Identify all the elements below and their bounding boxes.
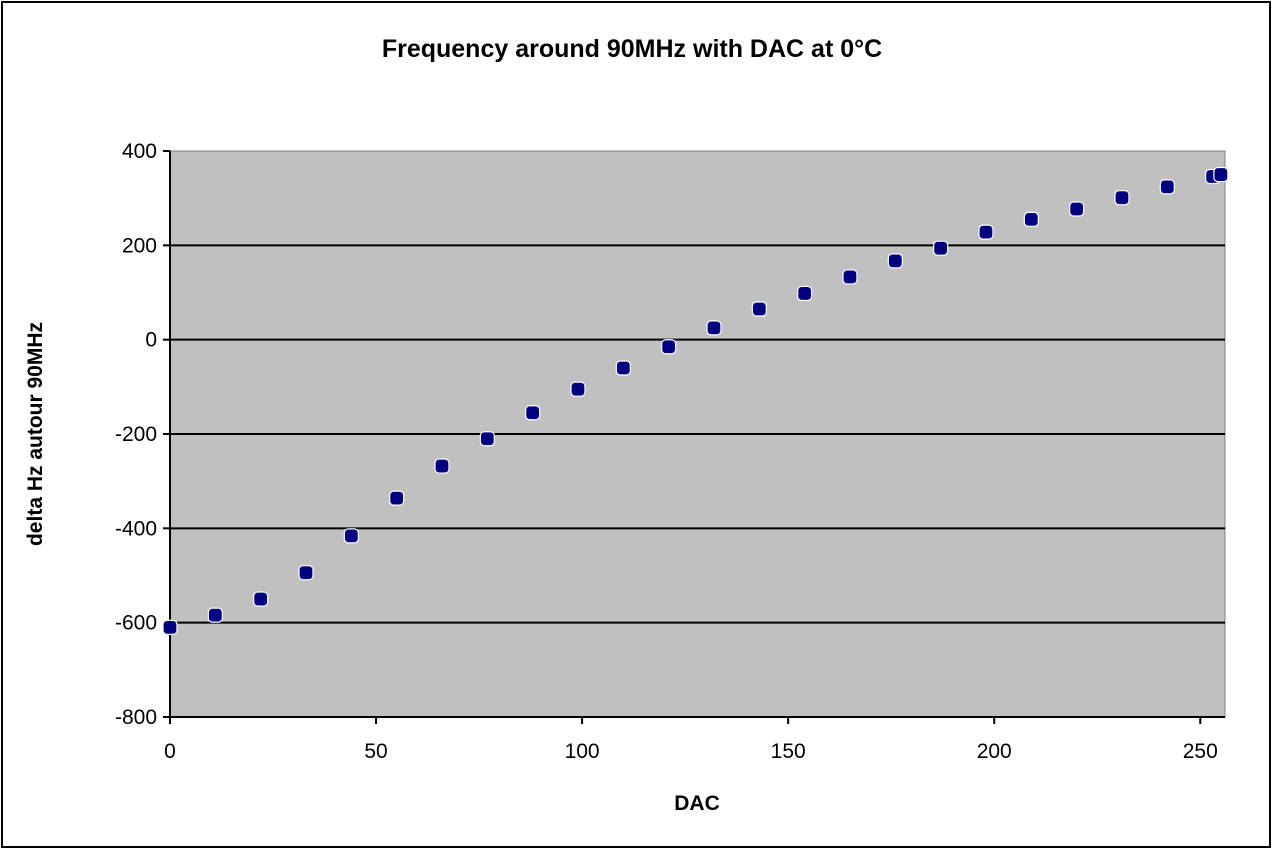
x-axis-label: DAC [674, 792, 720, 815]
data-point [615, 360, 631, 376]
data-point [978, 224, 994, 240]
x-tick-label: 50 [364, 740, 387, 763]
gridlines [170, 244, 1225, 624]
chart-title: Frequency around 90MHz with DAC at 0°C [382, 35, 882, 63]
data-point [207, 607, 223, 623]
data-point [389, 490, 405, 506]
data-point [343, 528, 359, 544]
data-point [525, 405, 541, 421]
data-point [706, 320, 722, 336]
y-tick-label: -600 [115, 612, 157, 635]
y-tick-label: -200 [115, 423, 157, 446]
data-point [162, 619, 178, 635]
data-point [797, 285, 813, 302]
y-tick-label: 0 [145, 329, 157, 352]
data-point [434, 458, 450, 474]
data-point [1023, 211, 1039, 227]
data-point [661, 339, 677, 355]
y-axis-label: delta Hz autour 90MHz [24, 322, 47, 546]
y-tick-label: 200 [122, 234, 157, 257]
x-tick-label: 100 [565, 740, 600, 763]
data-point [933, 240, 949, 256]
data-point [751, 301, 767, 317]
data-point [1159, 179, 1175, 195]
data-point [570, 381, 586, 397]
data-point [1114, 190, 1130, 206]
data-point [253, 591, 269, 607]
x-tick-label: 0 [164, 740, 176, 763]
data-points [162, 166, 1229, 635]
y-tick-label: 400 [122, 140, 157, 163]
data-point [1069, 201, 1085, 217]
data-point [1213, 166, 1229, 183]
y-axis-ticks: 400 200 0 -200 -400 -600 -800 [115, 140, 170, 729]
x-axis-ticks: 0 50 100 150 200 250 [164, 717, 1218, 763]
y-tick-label: -800 [115, 706, 157, 729]
y-tick-label: -400 [115, 517, 157, 540]
x-tick-label: 250 [1183, 740, 1218, 763]
data-point [298, 565, 314, 581]
data-point [842, 269, 858, 285]
data-point [887, 253, 903, 269]
x-tick-label: 200 [977, 740, 1012, 763]
data-point [479, 431, 495, 447]
x-tick-label: 150 [771, 740, 806, 763]
